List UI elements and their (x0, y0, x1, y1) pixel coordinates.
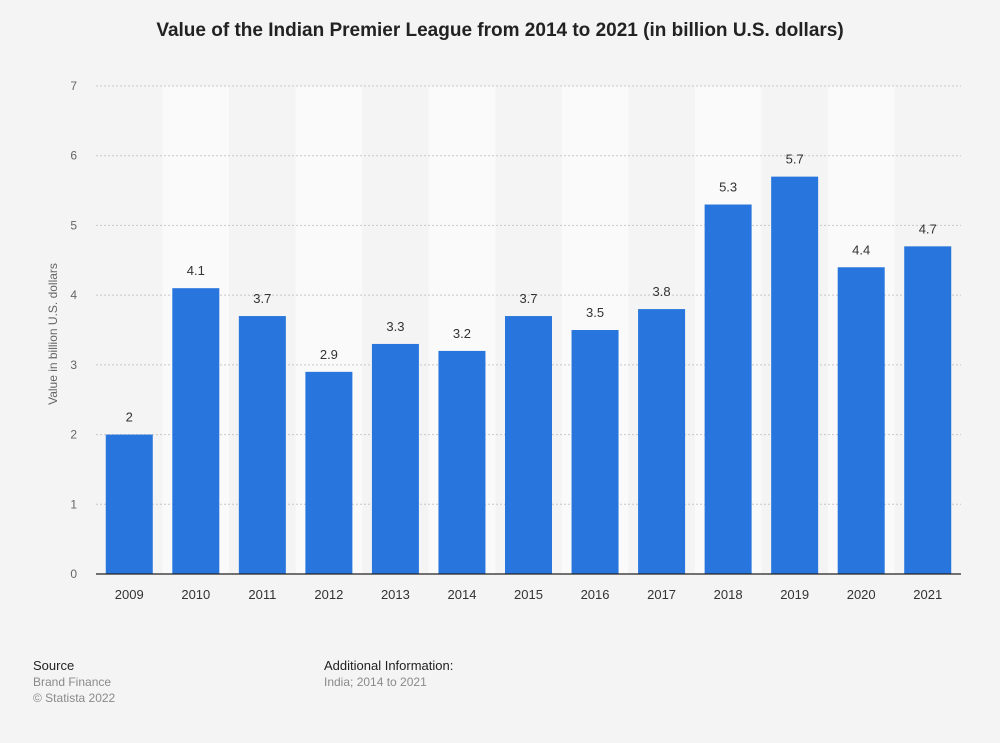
x-tick-label: 2017 (647, 587, 676, 602)
data-label: 4.1 (187, 263, 205, 278)
chart-title: Value of the Indian Premier League from … (156, 20, 844, 41)
x-tick-label: 2016 (581, 587, 610, 602)
y-tick-label: 2 (70, 428, 77, 442)
additional-info-heading: Additional Information: (324, 658, 454, 673)
data-label: 4.4 (852, 242, 870, 257)
copyright-line[interactable]: © Statista 2022 (33, 691, 116, 705)
data-label: 2.9 (320, 347, 338, 362)
data-label: 3.3 (386, 319, 404, 334)
x-tick-label: 2009 (115, 587, 144, 602)
x-tick-label: 2014 (448, 587, 477, 602)
y-tick-label: 4 (70, 288, 77, 302)
bar (305, 371, 353, 574)
source-block: Source Brand Finance © Statista 2022 (33, 657, 115, 706)
y-tick-label: 5 (70, 218, 77, 232)
data-label: 2 (126, 410, 133, 425)
bar (771, 176, 819, 574)
bar (438, 350, 486, 574)
x-tick-label: 2020 (847, 587, 876, 602)
y-tick-label: 3 (70, 358, 77, 372)
y-tick-label: 6 (70, 149, 77, 163)
additional-info-block: Additional Information: India; 2014 to 2… (324, 657, 453, 690)
bar (704, 204, 752, 574)
x-tick-label: 2012 (314, 587, 343, 602)
x-tick-label: 2011 (248, 587, 276, 602)
source-heading: Source (33, 658, 75, 673)
bar (172, 288, 220, 574)
x-tick-label: 2015 (514, 587, 543, 602)
bar-chart: 0 1 2 3 4 5 6 7 Value in billion U.S. dollars 2 20… (46, 79, 961, 602)
data-label: 4.7 (919, 221, 937, 236)
data-label: 5.7 (786, 152, 804, 167)
x-tick-label: 2018 (714, 587, 743, 602)
bar (904, 246, 952, 575)
bar (505, 316, 552, 574)
bar (238, 316, 286, 574)
bar (571, 330, 619, 574)
data-label: 3.2 (453, 326, 471, 341)
data-label: 3.8 (653, 284, 671, 299)
y-tick-label: 1 (70, 497, 77, 511)
x-tick-label: 2013 (381, 587, 410, 602)
data-label: 3.5 (586, 305, 604, 320)
bar (837, 267, 885, 574)
bar (371, 343, 419, 574)
x-tick-label: 2019 (780, 587, 809, 602)
data-label: 3.7 (253, 291, 271, 306)
additional-info-line: India; 2014 to 2021 (324, 675, 427, 689)
source-line: Brand Finance (33, 675, 112, 689)
x-tick-label: 2021 (913, 587, 942, 602)
bar (105, 434, 153, 574)
y-tick-label: 0 (70, 567, 77, 581)
x-tick-label: 2010 (181, 587, 210, 602)
data-label: 3.7 (519, 291, 537, 306)
y-tick-label: 7 (70, 79, 77, 93)
data-label: 5.3 (719, 180, 737, 195)
bar (638, 309, 686, 574)
y-axis-label: Value in billion U.S. dollars (46, 263, 60, 405)
